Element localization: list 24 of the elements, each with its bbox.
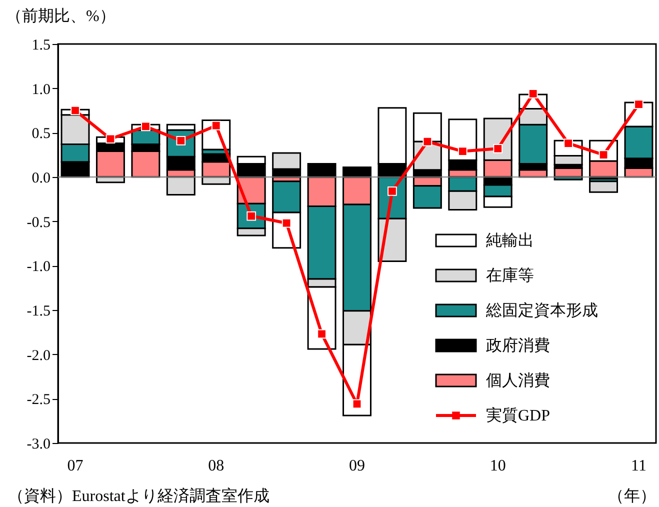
x-tick-label: 07 [67,458,84,474]
x-tick-label: 09 [349,458,365,474]
y-axis-title: （前期比、%） [6,7,116,25]
legend-label: 政府消費 [486,336,550,354]
y-tick-label: 0.5 [32,126,50,142]
x-tick-label: 10 [490,458,506,474]
y-tick-label: -1.0 [26,259,50,276]
x-tick-label: 11 [631,458,646,474]
x-axis-title: （年） [608,488,656,505]
y-tick-label: 1.5 [32,38,50,54]
legend-label: 在庫等 [486,266,534,284]
legend-label: 純輸出 [486,232,534,250]
y-tick-label: 1.0 [32,82,50,98]
legend-label: 個人消費 [486,372,550,390]
y-tick-label: -1.5 [26,304,50,320]
y-tick-label: -3.0 [26,436,50,452]
text: （資料）Eurostatより経済調査室作成 [8,487,270,505]
x-tick-label: 08 [208,458,224,474]
y-tick-label: -2.5 [26,392,50,408]
legend-label: 総固定資本形成 [485,302,598,320]
y-tick-label: 0.0 [32,170,50,186]
y-tick-label: -0.5 [26,214,50,231]
legend-label: 実質GDP [486,406,550,424]
y-tick-label: -2.0 [26,348,50,364]
